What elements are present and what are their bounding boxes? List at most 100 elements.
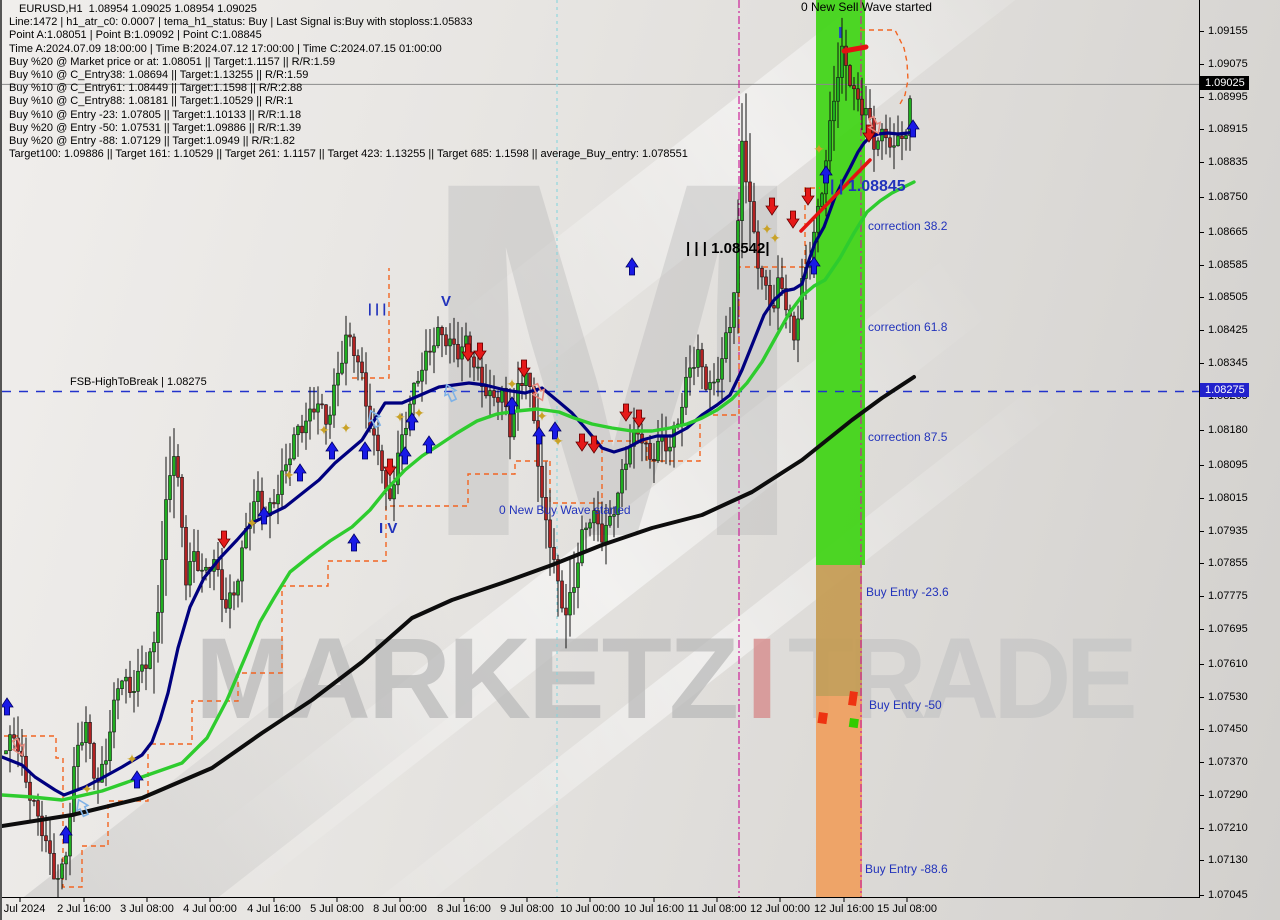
candle-body bbox=[172, 456, 176, 476]
sell-arrow-icon bbox=[632, 409, 646, 428]
hollow-down-arrow-icon bbox=[531, 382, 546, 402]
price-tick bbox=[1199, 530, 1204, 532]
candle-body bbox=[860, 98, 864, 116]
candle-body bbox=[60, 863, 64, 879]
candle-body bbox=[716, 378, 720, 383]
time-tick bbox=[209, 898, 211, 902]
candle-body bbox=[40, 815, 44, 837]
price-tick bbox=[1199, 31, 1204, 33]
candle-body bbox=[832, 100, 836, 122]
price-axis-label: 1.07290 bbox=[1208, 788, 1248, 801]
candle-body bbox=[340, 362, 344, 374]
price-tick bbox=[1199, 663, 1204, 665]
buy-arrow-icon bbox=[325, 441, 339, 460]
time-axis-label: 10 Jul 00:00 bbox=[560, 903, 620, 915]
candle-body bbox=[868, 108, 872, 119]
chart-canvas[interactable]: ✦✦✦✦✦ ✦✦ ✦✦✦✦✦✦✦ bbox=[2, 0, 1199, 897]
candle-body bbox=[36, 800, 40, 817]
sell-arrow-icon bbox=[765, 197, 779, 216]
info-line: Buy %10 @ C_Entry61: 1.08449 || Target:1… bbox=[9, 82, 303, 95]
candle-body bbox=[92, 743, 96, 779]
candle-body bbox=[204, 566, 208, 571]
ma-line-ema-fast bbox=[2, 180, 916, 802]
watermark-text-i: I bbox=[746, 615, 778, 743]
buy-arrow-icon bbox=[405, 412, 419, 431]
price-tick bbox=[1199, 497, 1204, 499]
candle-body bbox=[184, 527, 188, 586]
candle-body bbox=[792, 315, 796, 341]
star-icon: ✦ bbox=[413, 405, 425, 421]
candle-body bbox=[284, 464, 288, 472]
chart-plot-area[interactable]: M MARKETZ I TRADE ✦ ✦ ✦ ✦ ✦ ✦ ✦ ✦ ✦ ✦ ✦ ✦ ✦ ✦ EURUSD,… bbox=[2, 0, 1200, 898]
candle-body bbox=[796, 318, 800, 341]
candle-body bbox=[104, 760, 108, 765]
candle-body bbox=[128, 676, 132, 693]
price-tick bbox=[1199, 696, 1204, 698]
star-icon: ✦ bbox=[340, 420, 352, 436]
candle-body bbox=[76, 744, 80, 767]
candle-body bbox=[240, 547, 244, 582]
candle-body bbox=[444, 334, 448, 347]
time-tick bbox=[83, 898, 85, 902]
info-line: Target100: 1.09886 || Target 161: 1.1052… bbox=[9, 148, 688, 161]
price-axis-label: 1.07450 bbox=[1208, 723, 1248, 736]
candle-body bbox=[656, 440, 660, 462]
time-tick bbox=[906, 898, 908, 902]
trailing-stop-line bbox=[860, 29, 909, 105]
candle-body bbox=[144, 664, 148, 669]
candle-body bbox=[224, 599, 228, 609]
candle-body bbox=[320, 403, 324, 406]
wave-marker: I bbox=[838, 25, 843, 42]
candle-body bbox=[180, 476, 184, 528]
time-axis[interactable]: 2 Jul 2024 2 Jul 16:00 3 Jul 08:00 4 Jul 00… bbox=[2, 898, 1280, 920]
candle-body bbox=[136, 670, 140, 692]
star-icon: ✦ bbox=[318, 422, 330, 438]
candle-body bbox=[448, 338, 452, 347]
candle-body bbox=[176, 456, 180, 478]
candle-body bbox=[376, 434, 380, 452]
buy-arrow-icon bbox=[257, 506, 271, 525]
candle-body bbox=[80, 742, 84, 746]
candle-body bbox=[328, 414, 332, 425]
price-tick bbox=[1199, 762, 1204, 764]
price-tick bbox=[1199, 563, 1204, 565]
time-axis-label: 2 Jul 2024 bbox=[2, 903, 46, 915]
price-axis[interactable]: 1.09155 1.09075 1.08995 1.08915 1.08835 1.087… bbox=[1199, 0, 1280, 901]
candle-body bbox=[564, 607, 568, 616]
candle-body bbox=[280, 470, 284, 495]
candle-body bbox=[560, 580, 564, 609]
star-icon: ✦ bbox=[769, 230, 781, 246]
price-axis-label: 1.08995 bbox=[1208, 90, 1248, 103]
time-tick bbox=[146, 898, 148, 902]
candle-body bbox=[300, 425, 304, 434]
candle-body bbox=[160, 559, 164, 613]
buy-arrow-icon bbox=[2, 697, 14, 716]
time-axis-label: 5 Jul 08:00 bbox=[310, 903, 364, 915]
candle-body bbox=[736, 220, 740, 294]
candle-body bbox=[488, 390, 492, 397]
candle-body bbox=[484, 386, 488, 397]
price-axis-label: 1.07935 bbox=[1208, 524, 1248, 537]
info-line: Buy %10 @ Entry -23: 1.07805 || Target:1… bbox=[9, 108, 302, 121]
candle-body bbox=[188, 561, 192, 586]
hollow-up-arrow-icon bbox=[75, 798, 90, 818]
star-icon: ✦ bbox=[81, 781, 93, 797]
star-icon: ✦ bbox=[536, 408, 548, 424]
candle-body bbox=[776, 277, 780, 309]
candle-body bbox=[816, 206, 820, 233]
fib-zone bbox=[816, 565, 862, 696]
candle-body bbox=[876, 140, 880, 150]
candle-body bbox=[612, 514, 616, 517]
buy-arrow-icon bbox=[807, 256, 821, 275]
buy-arrow-icon bbox=[548, 421, 562, 440]
info-line: Buy %20 @ Entry -50: 1.07531 || Target:1… bbox=[9, 121, 302, 134]
candle-body bbox=[752, 201, 756, 233]
time-tick bbox=[463, 898, 465, 902]
candle-body bbox=[480, 366, 484, 387]
candle-body bbox=[588, 522, 592, 529]
candle-body bbox=[228, 592, 232, 609]
candle-body bbox=[712, 381, 716, 384]
candle-body bbox=[420, 369, 424, 382]
time-axis-label: 10 Jul 16:00 bbox=[624, 903, 684, 915]
